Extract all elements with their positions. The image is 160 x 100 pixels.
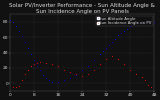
Title: Solar PV/Inverter Performance - Sun Altitude Angle & Sun Incidence Angle on PV P: Solar PV/Inverter Performance - Sun Alti… <box>9 3 155 14</box>
Legend: Sun Altitude Angle, Sun Incidence Angle on PV: Sun Altitude Angle, Sun Incidence Angle … <box>96 16 152 26</box>
